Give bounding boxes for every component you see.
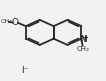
Text: CH₃: CH₃ — [76, 46, 89, 52]
Text: O: O — [11, 18, 18, 27]
Text: I⁻: I⁻ — [22, 66, 29, 75]
Text: +: + — [82, 35, 88, 41]
Text: N: N — [79, 35, 86, 44]
Text: CH₃: CH₃ — [1, 19, 13, 24]
